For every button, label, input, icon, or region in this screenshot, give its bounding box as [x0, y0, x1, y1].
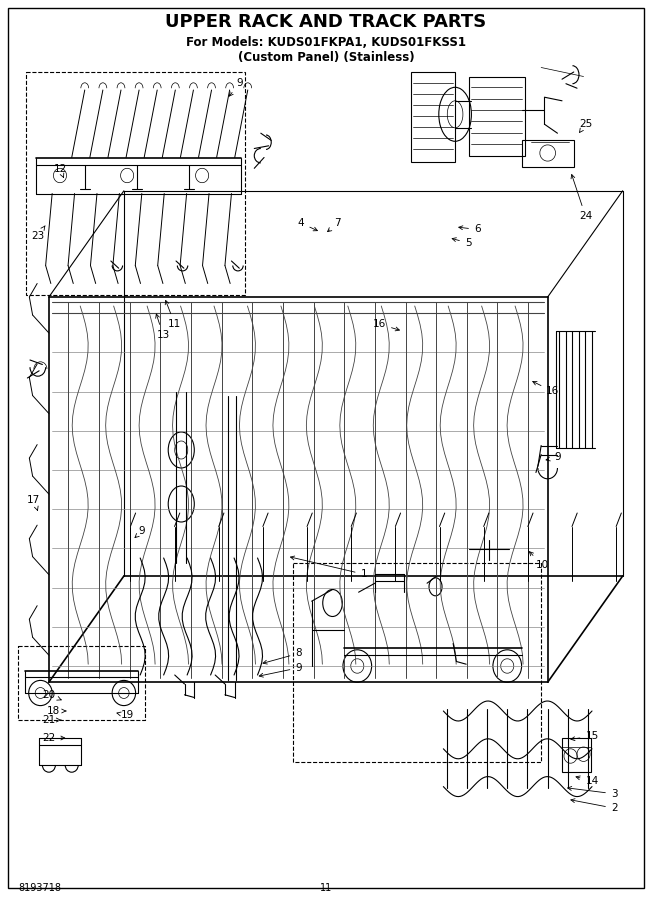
Text: 6: 6	[459, 224, 481, 235]
Bar	[293, 562, 541, 762]
Text: 21: 21	[42, 715, 61, 725]
Text: 9: 9	[259, 662, 302, 677]
Text: 8: 8	[263, 648, 302, 664]
Text: 14: 14	[576, 776, 599, 787]
Text: 1: 1	[291, 556, 367, 580]
Text: 9: 9	[230, 77, 243, 96]
Text: 10: 10	[529, 552, 549, 571]
Text: For Models: KUDS01FKPA1, KUDS01FKSS1: For Models: KUDS01FKPA1, KUDS01FKSS1	[186, 35, 466, 49]
Text: 23: 23	[31, 226, 45, 241]
Text: 9: 9	[546, 452, 561, 463]
Text: 9: 9	[135, 526, 145, 537]
Text: 22: 22	[42, 733, 65, 743]
Text: 5: 5	[452, 238, 471, 248]
Text: UPPER RACK AND TRACK PARTS: UPPER RACK AND TRACK PARTS	[166, 13, 486, 31]
Bar	[26, 72, 245, 295]
Text: 20: 20	[42, 689, 61, 700]
Text: 4: 4	[298, 218, 318, 230]
Text: 7: 7	[327, 218, 341, 231]
Text: 8193718: 8193718	[18, 883, 61, 893]
Text: 13: 13	[156, 314, 170, 340]
Text: 16: 16	[533, 382, 559, 397]
Bar	[469, 76, 525, 156]
Text: 17: 17	[27, 494, 40, 510]
Text: 25: 25	[579, 119, 592, 132]
Text: 3: 3	[568, 787, 617, 799]
Bar	[411, 72, 455, 162]
Text: 11: 11	[320, 883, 332, 893]
Bar	[522, 140, 574, 166]
Text: 2: 2	[571, 798, 617, 814]
Text: 18: 18	[47, 706, 66, 716]
Text: 15: 15	[571, 731, 599, 742]
Text: 11: 11	[165, 301, 181, 329]
Bar	[562, 738, 591, 772]
Text: 16: 16	[373, 319, 400, 331]
Text: 24: 24	[571, 175, 592, 221]
Bar	[18, 646, 145, 720]
Text: 19: 19	[117, 710, 134, 721]
Text: (Custom Panel) (Stainless): (Custom Panel) (Stainless)	[238, 50, 414, 64]
Text: 12: 12	[53, 164, 67, 177]
